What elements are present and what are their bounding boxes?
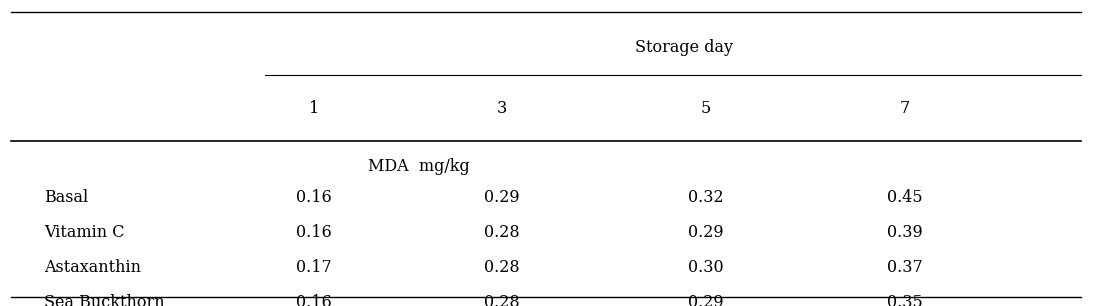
Text: Storage day: Storage day xyxy=(635,39,732,56)
Text: 0.28: 0.28 xyxy=(484,224,520,241)
Text: 0.30: 0.30 xyxy=(688,259,724,276)
Text: 0.16: 0.16 xyxy=(297,189,332,206)
Text: 0.16: 0.16 xyxy=(297,294,332,306)
Text: 0.28: 0.28 xyxy=(484,259,520,276)
Text: 0.35: 0.35 xyxy=(887,294,922,306)
Text: 1: 1 xyxy=(309,100,320,117)
Text: 0.29: 0.29 xyxy=(484,189,520,206)
Text: 0.28: 0.28 xyxy=(484,294,520,306)
Text: Astaxanthin: Astaxanthin xyxy=(44,259,141,276)
Text: 5: 5 xyxy=(700,100,711,117)
Text: 0.37: 0.37 xyxy=(887,259,922,276)
Text: 7: 7 xyxy=(899,100,910,117)
Text: Vitamin C: Vitamin C xyxy=(44,224,125,241)
Text: MDA  mg/kg: MDA mg/kg xyxy=(368,158,470,175)
Text: 0.32: 0.32 xyxy=(688,189,724,206)
Text: 0.39: 0.39 xyxy=(887,224,922,241)
Text: 0.45: 0.45 xyxy=(887,189,922,206)
Text: Sea Buckthorn: Sea Buckthorn xyxy=(44,294,164,306)
Text: 0.29: 0.29 xyxy=(688,294,724,306)
Text: 0.17: 0.17 xyxy=(297,259,332,276)
Text: 0.16: 0.16 xyxy=(297,224,332,241)
Text: Basal: Basal xyxy=(44,189,88,206)
Text: 3: 3 xyxy=(496,100,507,117)
Text: 0.29: 0.29 xyxy=(688,224,724,241)
